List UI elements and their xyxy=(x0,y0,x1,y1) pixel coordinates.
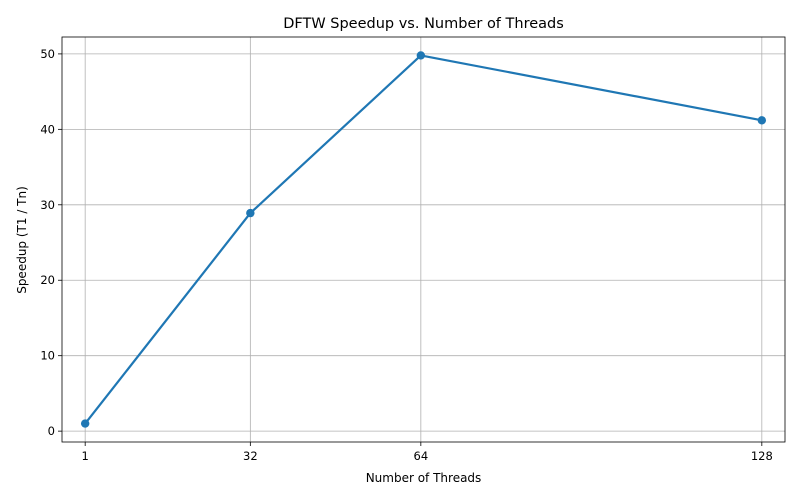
x-tick-label: 64 xyxy=(414,449,429,463)
chart-title: DFTW Speedup vs. Number of Threads xyxy=(283,16,564,32)
axis-ticks: 1 32 64 128 0 10 20 30 40 50 xyxy=(40,47,772,463)
x-axis-label: Number of Threads xyxy=(366,471,482,485)
y-tick-label: 0 xyxy=(48,424,55,438)
data-point xyxy=(757,116,767,125)
y-tick-label: 40 xyxy=(40,122,55,136)
plot-frame xyxy=(61,36,786,443)
y-tick-label: 30 xyxy=(40,198,55,212)
y-tick-label: 10 xyxy=(40,349,55,363)
data-point xyxy=(80,419,90,428)
y-tick-label: 20 xyxy=(40,273,55,287)
x-tick-label: 32 xyxy=(243,449,258,463)
y-axis-label: Speedup (T1 / Tn) xyxy=(15,186,29,294)
series-layer xyxy=(80,51,767,428)
x-tick-label: 1 xyxy=(82,449,89,463)
series-line xyxy=(84,54,763,425)
data-point xyxy=(246,208,255,218)
data-point xyxy=(416,51,426,60)
x-tick-label: 128 xyxy=(751,449,773,463)
grid xyxy=(62,37,785,442)
y-tick-label: 50 xyxy=(40,47,55,61)
